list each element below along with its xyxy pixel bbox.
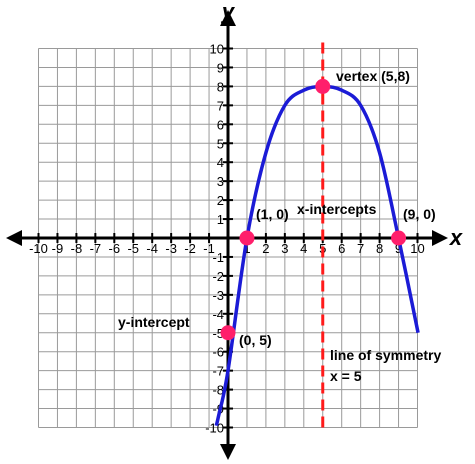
y-tick-label: 7 xyxy=(217,98,224,113)
y-tick-label: 5 xyxy=(217,136,224,151)
vertex-label: vertex (5,8) xyxy=(336,68,410,84)
y-axis-arrow-up xyxy=(220,10,236,26)
tick-labels: -10-9-8-7-6-5-4-3-2-11234567891010987654… xyxy=(29,42,425,436)
x-tick-label: -6 xyxy=(109,241,121,256)
y-axis-label: y xyxy=(221,0,236,24)
key-point-marker-0 xyxy=(239,230,255,246)
x-tick-label: 2 xyxy=(262,241,269,256)
x-tick-label: -9 xyxy=(52,241,64,256)
y-intercept-label: y-intercept xyxy=(118,314,190,330)
x-tick-label: 3 xyxy=(281,241,288,256)
x-tick-label: -4 xyxy=(146,241,158,256)
y-tick-label: 2 xyxy=(217,193,224,208)
symmetry-label-line1: line of symmetry xyxy=(330,347,441,363)
point-0-5-label: (0, 5) xyxy=(239,332,272,348)
y-tick-label: -4 xyxy=(212,307,224,322)
y-tick-label: -5 xyxy=(212,326,224,341)
x-tick-label: 9 xyxy=(395,241,402,256)
y-tick-label: -6 xyxy=(212,345,224,360)
x-tick-label: -2 xyxy=(184,241,196,256)
y-tick-label: -9 xyxy=(212,402,224,417)
x-tick-label: -7 xyxy=(90,241,102,256)
x-tick-label: 7 xyxy=(357,241,364,256)
x-tick-label: 6 xyxy=(338,241,345,256)
y-tick-label: -3 xyxy=(212,288,224,303)
y-axis-arrow-down xyxy=(220,444,236,460)
y-tick-label: -7 xyxy=(212,364,224,379)
key-point-marker-1 xyxy=(391,230,407,246)
x-axis-label: x xyxy=(449,225,463,250)
x-axis-arrow-right xyxy=(432,230,448,246)
key-point-marker-3 xyxy=(220,325,236,341)
y-tick-label: -1 xyxy=(212,250,224,265)
x-tick-label: -10 xyxy=(29,241,48,256)
x-tick-label: -8 xyxy=(71,241,83,256)
x-intercepts-label: x-intercepts xyxy=(297,201,377,217)
x-tick-label: 8 xyxy=(376,241,383,256)
x-tick-label: -3 xyxy=(165,241,177,256)
y-tick-label: -10 xyxy=(205,421,224,436)
point-1-0-label: (1, 0) xyxy=(256,206,289,222)
x-tick-label: -5 xyxy=(127,241,139,256)
y-tick-label: 9 xyxy=(217,60,224,75)
x-tick-label: 10 xyxy=(410,241,424,256)
x-tick-label: 4 xyxy=(300,241,307,256)
y-tick-label: 3 xyxy=(217,174,224,189)
x-tick-label: -1 xyxy=(203,241,215,256)
symmetry-label-line2: x = 5 xyxy=(330,368,362,384)
key-point-marker-2 xyxy=(315,78,331,94)
point-9-0-label: (9, 0) xyxy=(403,206,436,222)
y-tick-label: 10 xyxy=(210,42,224,57)
y-tick-label: -2 xyxy=(212,269,224,284)
key-points xyxy=(220,78,407,341)
y-tick-label: 8 xyxy=(217,79,224,94)
parabola-curve xyxy=(214,84,420,427)
y-tick-label: -8 xyxy=(212,383,224,398)
y-tick-label: 1 xyxy=(217,212,224,227)
y-tick-label: 6 xyxy=(217,117,224,132)
x-axis-arrow-left xyxy=(6,230,22,246)
y-tick-label: 4 xyxy=(217,155,224,170)
